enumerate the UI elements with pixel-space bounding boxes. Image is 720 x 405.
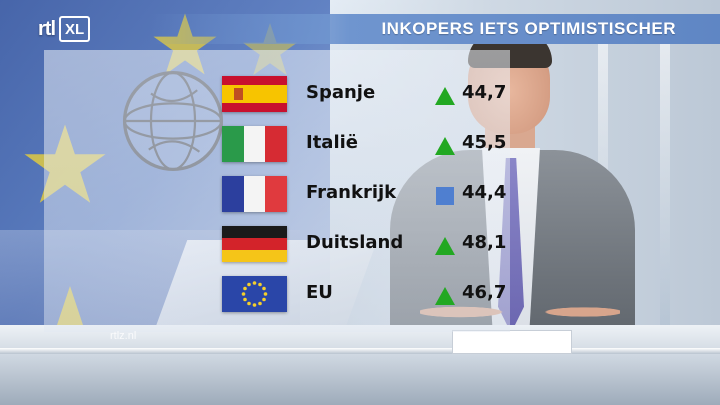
up-triangle-icon xyxy=(435,287,455,305)
index-value: 48,1 xyxy=(462,232,507,253)
headline-bar: INKOPERS IETS OPTIMISTISCHER xyxy=(150,14,720,44)
index-value: 45,5 xyxy=(462,132,507,153)
index-value: 44,4 xyxy=(462,182,507,203)
headline-text: INKOPERS IETS OPTIMISTISCHER xyxy=(381,19,676,38)
news-desk xyxy=(0,325,720,405)
website-watermark: rtlz.nl xyxy=(110,330,137,342)
country-name: Duitsland xyxy=(306,232,404,253)
table-row: Italië 45,5 xyxy=(222,122,522,166)
table-row: Frankrijk 44,4 xyxy=(222,172,522,216)
logo-rtl-text: rtl xyxy=(38,17,56,40)
table-row: EU 46,7 xyxy=(222,272,522,316)
country-name: Italië xyxy=(306,132,358,153)
star-icon xyxy=(243,23,297,76)
papers xyxy=(452,330,572,354)
france-flag-icon xyxy=(222,176,287,212)
index-value: 44,7 xyxy=(462,82,507,103)
square-neutral-icon xyxy=(436,187,454,205)
desk-edge xyxy=(0,348,720,354)
germany-flag-icon xyxy=(222,226,287,262)
country-name: EU xyxy=(306,282,333,303)
spain-flag-icon xyxy=(222,76,287,112)
eu-flag-icon xyxy=(222,276,287,312)
wall-stripe xyxy=(660,40,670,330)
country-name: Spanje xyxy=(306,82,376,103)
up-triangle-icon xyxy=(435,137,455,155)
index-value: 46,7 xyxy=(462,282,507,303)
italy-flag-icon xyxy=(222,126,287,162)
up-triangle-icon xyxy=(435,237,455,255)
table-row: Duitsland 48,1 xyxy=(222,222,522,266)
logo-xl-box: XL xyxy=(59,16,91,42)
country-name: Frankrijk xyxy=(306,182,397,203)
channel-logo: rtl XL xyxy=(38,16,91,42)
table-row: Spanje 44,7 xyxy=(222,72,522,116)
up-triangle-icon xyxy=(435,87,455,105)
